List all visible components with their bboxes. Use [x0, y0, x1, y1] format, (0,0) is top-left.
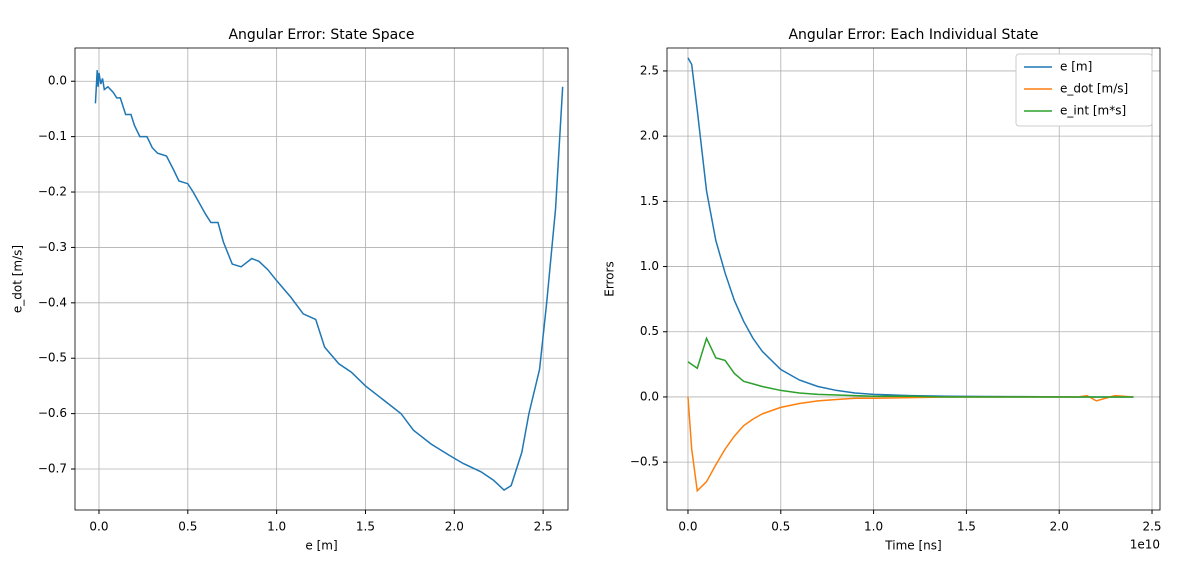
chart-title: Angular Error: State Space [228, 27, 414, 43]
y-tick-label: −0.5 [630, 455, 659, 469]
x-tick-label: 2.0 [445, 520, 464, 534]
plot-frame [666, 47, 1161, 511]
plot-frame [74, 47, 569, 511]
x-tick-label: 0.0 [678, 520, 697, 534]
y-tick-label: 1.0 [640, 259, 659, 273]
series-line [687, 336, 1134, 398]
y-tick-label: −0.6 [38, 406, 67, 420]
x-axis-label: e [m] [305, 539, 337, 553]
x-axis-label: Time [ns] [884, 539, 941, 553]
x-tick-label: 2.5 [1142, 520, 1161, 534]
y-tick-label: −0.1 [38, 129, 67, 143]
series-line [94, 70, 564, 491]
legend-label: e_dot [m/s] [1060, 82, 1128, 96]
legend-label: e [m] [1060, 60, 1092, 74]
x-tick-label: 0.5 [178, 520, 197, 534]
x-tick-label: 1.0 [267, 520, 286, 534]
y-tick-label: 2.0 [640, 129, 659, 143]
y-tick-label: −0.4 [38, 295, 67, 309]
y-tick-label: −0.5 [38, 351, 67, 365]
y-tick-label: −0.2 [38, 185, 67, 199]
y-tick-label: −0.3 [38, 240, 67, 254]
x-tick-label: 0.0 [89, 520, 108, 534]
y-tick-label: 0.5 [640, 324, 659, 338]
y-tick-label: 1.5 [640, 194, 659, 208]
x-offset-label: 1e10 [1130, 538, 1160, 552]
x-tick-label: 2.0 [1050, 520, 1069, 534]
y-tick-label: −0.7 [38, 462, 67, 476]
legend-box [1015, 53, 1153, 127]
legend-label: e_int [m*s] [1060, 104, 1126, 118]
y-tick-label: 0.0 [48, 74, 67, 88]
series-line [687, 394, 1134, 493]
chart-title: Angular Error: Each Individual State [788, 27, 1038, 43]
x-tick-label: 0.5 [771, 520, 790, 534]
y-tick-label: 2.5 [640, 63, 659, 77]
x-tick-label: 2.5 [534, 520, 553, 534]
y-axis-label: e_dot [m/s] [11, 245, 25, 313]
x-tick-label: 1.5 [356, 520, 375, 534]
y-tick-label: 0.0 [640, 389, 659, 403]
x-tick-label: 1.5 [957, 520, 976, 534]
x-tick-label: 1.0 [864, 520, 883, 534]
y-axis-label: Errors [603, 261, 617, 297]
